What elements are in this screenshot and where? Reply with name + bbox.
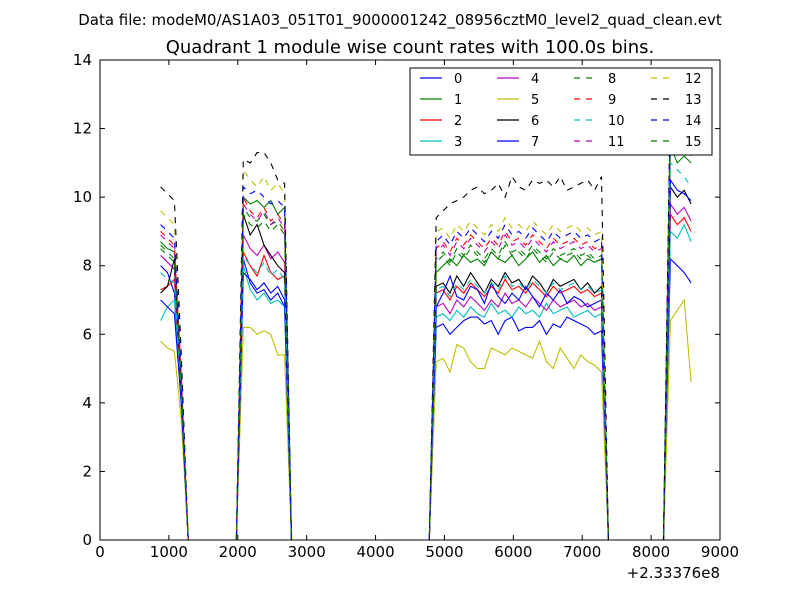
legend-label-10: 10 (608, 114, 625, 129)
x-tick-label: 4000 (356, 543, 394, 561)
y-tick-label: 4 (82, 394, 92, 412)
series-line-9 (160, 116, 692, 541)
series-line-11 (160, 119, 692, 541)
legend-label-0: 0 (454, 72, 462, 87)
legend-label-1: 1 (454, 93, 462, 108)
series-line-5 (160, 298, 692, 541)
series-line-13 (160, 86, 692, 541)
y-tick-label: 8 (82, 257, 92, 275)
legend-label-12: 12 (685, 72, 702, 87)
x-tick-label: 1000 (150, 543, 188, 561)
legend-label-2: 2 (454, 114, 462, 129)
x-tick-label: 3000 (288, 543, 326, 561)
x-offset-label: +2.33376e8 (627, 564, 720, 582)
series-line-6 (160, 185, 692, 541)
legend-label-3: 3 (454, 135, 462, 150)
legend-label-14: 14 (685, 114, 702, 129)
legend-label-5: 5 (531, 93, 539, 108)
y-tick-label: 0 (82, 531, 92, 549)
y-tick-label: 10 (73, 188, 92, 206)
series-layer (160, 86, 692, 541)
plot-frame (99, 59, 721, 541)
series-line-8 (160, 127, 692, 541)
x-tick-label: 6000 (494, 543, 532, 561)
y-tick-label: 14 (73, 51, 92, 69)
x-tick-label: 9000 (701, 543, 739, 561)
y-tick-label: 6 (82, 325, 92, 343)
legend-frame (409, 67, 713, 156)
x-tick-label: 7000 (563, 543, 601, 561)
series-line-7 (160, 178, 692, 541)
legend-label-4: 4 (531, 72, 539, 87)
legend-label-7: 7 (531, 135, 539, 150)
series-line-4 (160, 202, 692, 541)
y-tick-label: 2 (82, 462, 92, 480)
series-line-0 (160, 257, 692, 541)
series-line-1 (160, 145, 692, 541)
series-line-12 (160, 106, 692, 541)
chart-title: Quadrant 1 module wise count rates with … (166, 37, 655, 58)
legend-label-9: 9 (608, 93, 616, 108)
legend-label-11: 11 (608, 135, 625, 150)
series-line-14 (160, 99, 692, 541)
legend-label-13: 13 (685, 93, 702, 108)
ticks-layer: 0 1000 2000 3000 4000 5000 6000 7000 8000 9000 0 2 4… (73, 51, 739, 561)
x-tick-label: 0 (95, 543, 105, 561)
x-tick-label: 8000 (632, 543, 670, 561)
series-line-10 (160, 161, 692, 541)
x-tick-label: 2000 (219, 543, 257, 561)
y-tick-label: 12 (73, 120, 92, 138)
legend-label-8: 8 (608, 72, 616, 87)
series-line-3 (160, 223, 692, 541)
legend-label-15: 15 (685, 135, 702, 150)
x-tick-label: 5000 (425, 543, 463, 561)
legend-label-6: 6 (531, 114, 539, 129)
suptitle: Data file: modeM0/AS1A03_051T01_90000012… (78, 11, 722, 30)
